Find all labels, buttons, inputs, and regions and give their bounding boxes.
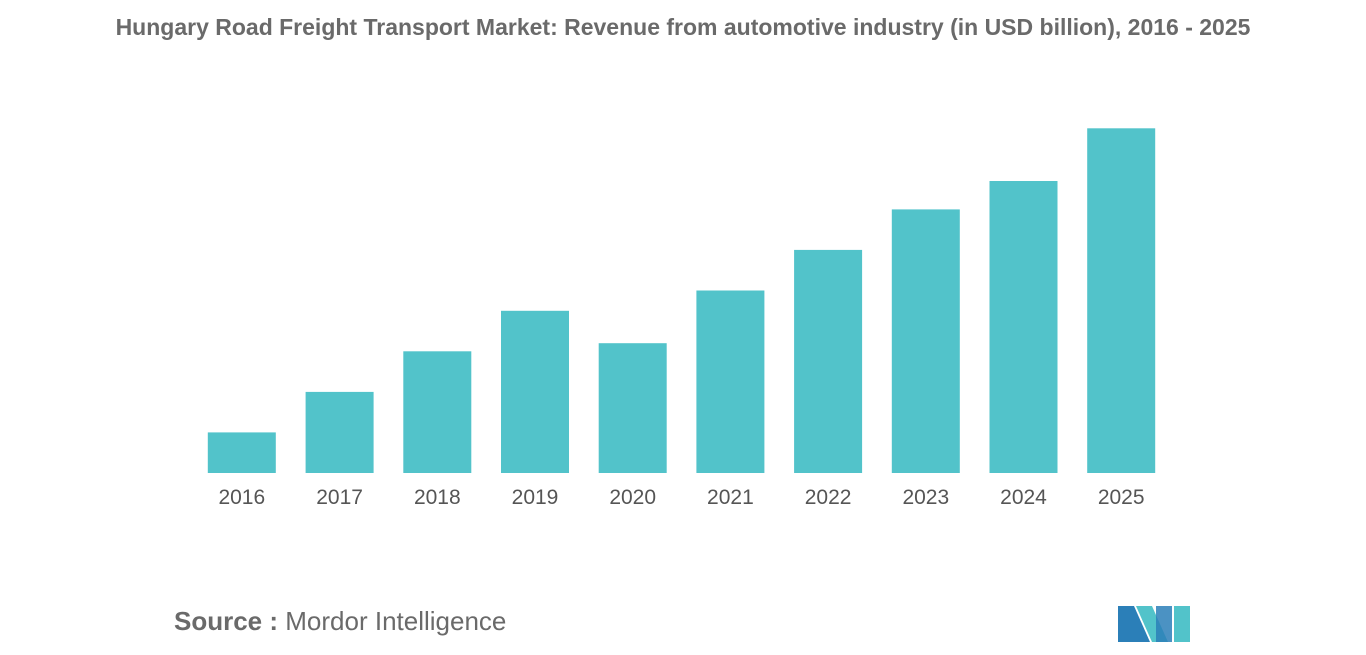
bar-2021 bbox=[696, 290, 765, 473]
x-tick-labels: 2016 2017 2018 2019 2020 2021 2022 2023 2024 2025 bbox=[218, 486, 1144, 509]
bar-2019 bbox=[501, 310, 569, 473]
bar-2018 bbox=[403, 351, 472, 473]
mordor-intelligence-logo-icon bbox=[1118, 606, 1190, 642]
x-tick-label-2021: 2021 bbox=[707, 486, 754, 509]
x-tick-label-2022: 2022 bbox=[805, 486, 852, 509]
source-line: Source : Mordor Intelligence bbox=[174, 606, 506, 637]
bar-2023 bbox=[891, 209, 960, 473]
x-tick-label-2016: 2016 bbox=[218, 486, 265, 509]
bar-2020 bbox=[598, 343, 667, 473]
bar-2025 bbox=[1087, 128, 1156, 474]
x-tick-label-2023: 2023 bbox=[902, 486, 949, 509]
bars-group bbox=[207, 128, 1156, 474]
source-text: Mordor Intelligence bbox=[285, 606, 507, 636]
source-label: Source : bbox=[174, 606, 279, 636]
x-tick-label-2019: 2019 bbox=[512, 486, 559, 509]
bar-2017 bbox=[305, 391, 374, 473]
bar-2016 bbox=[207, 432, 276, 473]
bar-2022 bbox=[794, 249, 863, 473]
x-tick-label-2018: 2018 bbox=[414, 486, 461, 509]
chart-title: Hungary Road Freight Transport Market: R… bbox=[115, 14, 1251, 40]
x-tick-label-2017: 2017 bbox=[316, 486, 363, 509]
x-tick-label-2024: 2024 bbox=[1000, 486, 1047, 509]
bar-chart: 2016 2017 2018 2019 2020 2021 2022 2023 2024 2025 bbox=[207, 128, 1156, 509]
x-tick-label-2020: 2020 bbox=[609, 486, 656, 509]
x-tick-label-2025: 2025 bbox=[1098, 486, 1145, 509]
bar-2024 bbox=[989, 181, 1058, 473]
